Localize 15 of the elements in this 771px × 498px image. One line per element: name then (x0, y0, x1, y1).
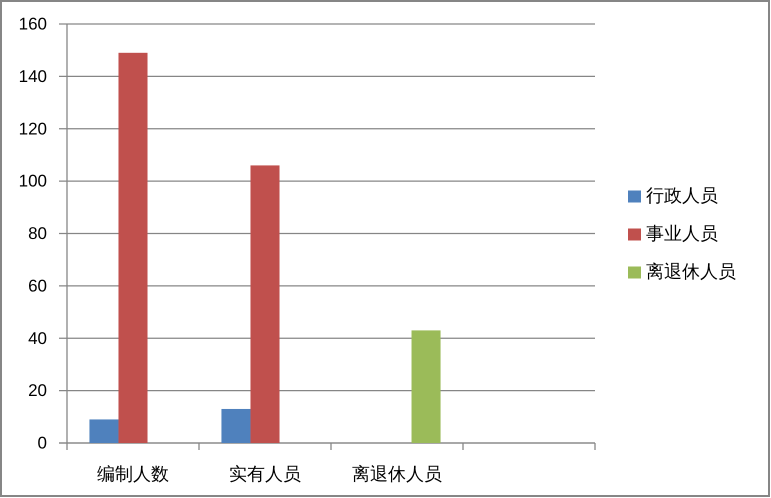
ytick: 20 (28, 381, 47, 400)
xtick: 编制人数 (97, 464, 169, 484)
ytick: 80 (28, 224, 47, 243)
legend-label: 离退休人员 (646, 262, 736, 282)
ytick: 60 (28, 276, 47, 296)
xtick: 实有人员 (229, 464, 301, 484)
ytick: 0 (38, 434, 47, 452)
legend-label: 行政人员 (646, 186, 718, 206)
ytick: 160 (18, 14, 47, 34)
legend-label: 事业人员 (646, 224, 718, 244)
ytick: 120 (18, 119, 47, 138)
ytick: 100 (18, 172, 47, 191)
ytick: 40 (28, 328, 47, 348)
xtick: 离退休人员 (352, 464, 442, 484)
ytick: 140 (18, 66, 47, 86)
